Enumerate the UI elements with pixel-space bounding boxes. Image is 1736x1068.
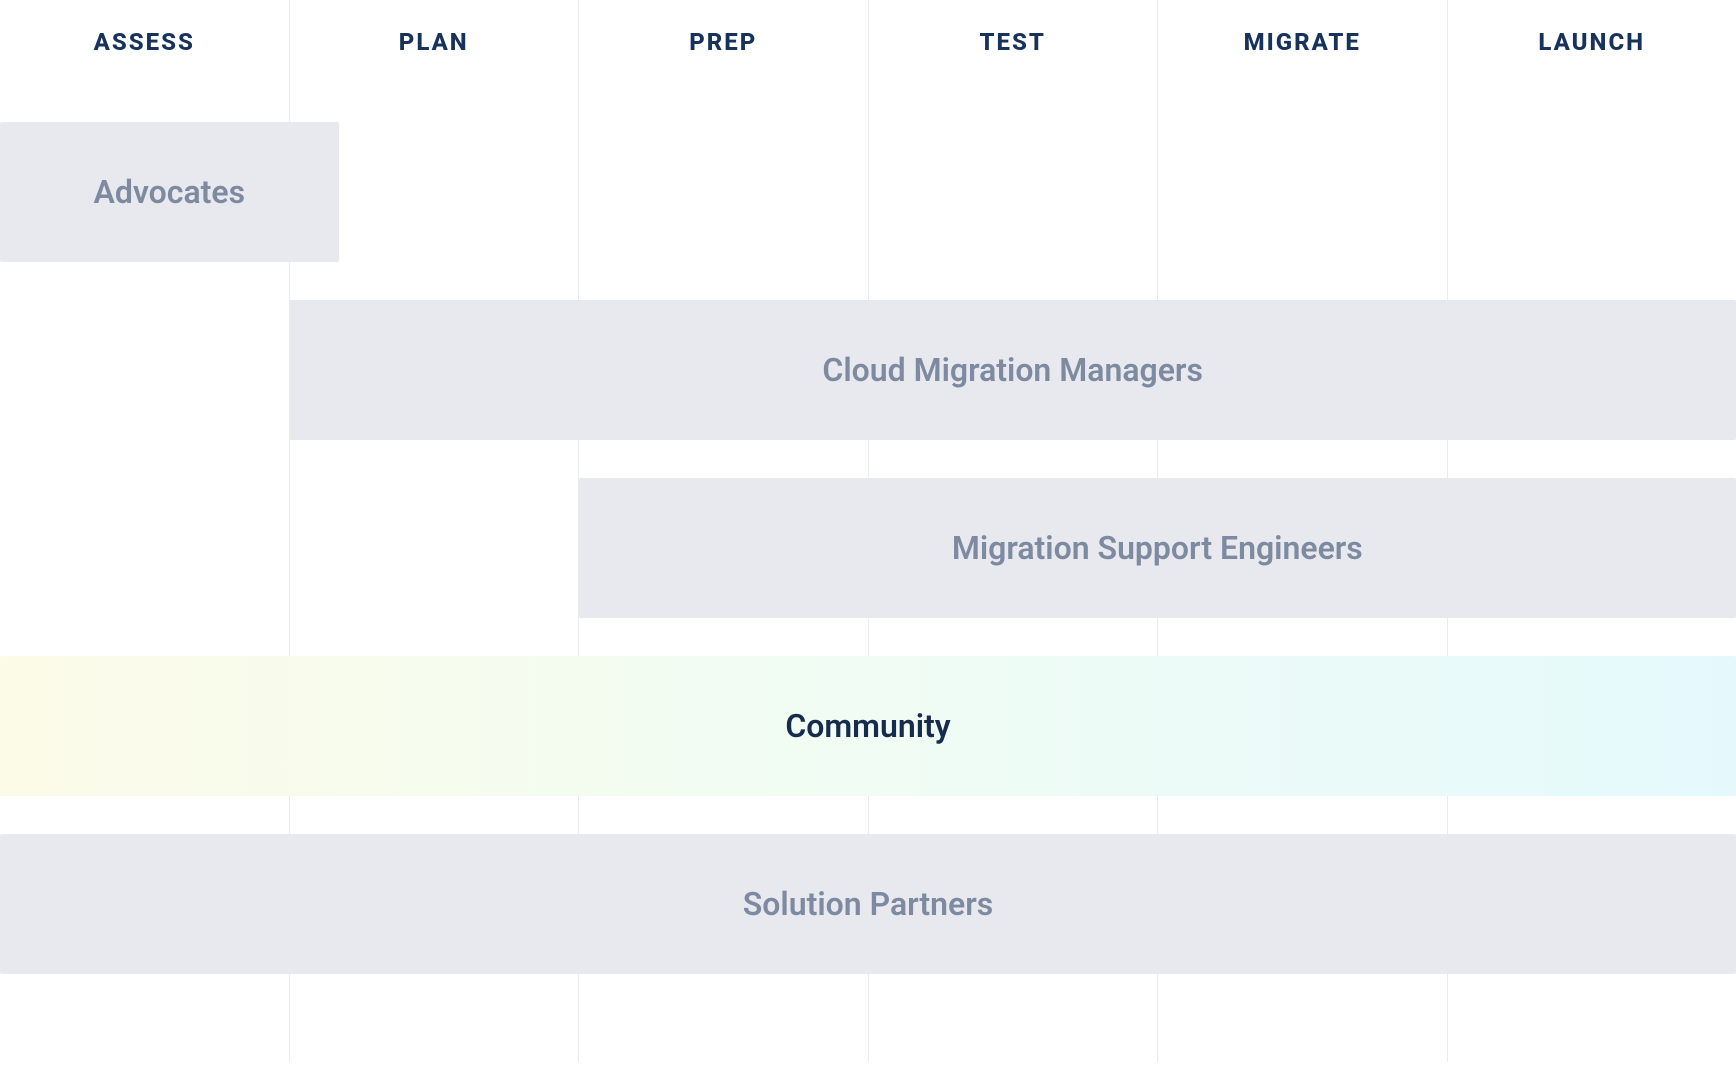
phases-header: ASSESS PLAN PREP TEST MIGRATE LAUNCH [0,0,1736,84]
row-community: Community [0,656,1736,796]
row-advocates: Advocates [0,122,1736,262]
phase-label: LAUNCH [1538,28,1645,56]
bar-cloud-migration-managers: Cloud Migration Managers [289,300,1736,440]
row-cloud-migration-managers: Cloud Migration Managers [0,300,1736,440]
bar-label: Migration Support Engineers [952,529,1363,567]
phase-label: MIGRATE [1244,28,1361,56]
phase-label: TEST [980,28,1046,56]
phase-test: TEST [869,0,1159,84]
bar-label: Cloud Migration Managers [822,351,1203,389]
bar-label: Solution Partners [743,885,993,923]
phase-label: PREP [689,28,757,56]
phase-plan: PLAN [290,0,580,84]
migration-phases-diagram: ASSESS PLAN PREP TEST MIGRATE LAUNCH Advocate… [0,0,1736,1068]
row-solution-partners: Solution Partners [0,834,1736,974]
bar-advocates: Advocates [0,122,339,262]
phase-migrate: MIGRATE [1158,0,1448,84]
diagram-body: Advocates Cloud Migration Managers Migrati… [0,84,1736,1062]
bar-label: Advocates [93,173,245,211]
phase-prep: PREP [579,0,869,84]
phase-assess: ASSESS [0,0,290,84]
bar-community: Community [0,656,1736,796]
bar-migration-support-engineers: Migration Support Engineers [579,478,1736,618]
bar-label: Community [785,707,950,745]
phase-label: ASSESS [94,28,195,56]
rows-container: Advocates Cloud Migration Managers Migrati… [0,84,1736,974]
bar-solution-partners: Solution Partners [0,834,1736,974]
row-migration-support-engineers: Migration Support Engineers [0,478,1736,618]
phase-label: PLAN [399,28,469,56]
phase-launch: LAUNCH [1448,0,1736,84]
